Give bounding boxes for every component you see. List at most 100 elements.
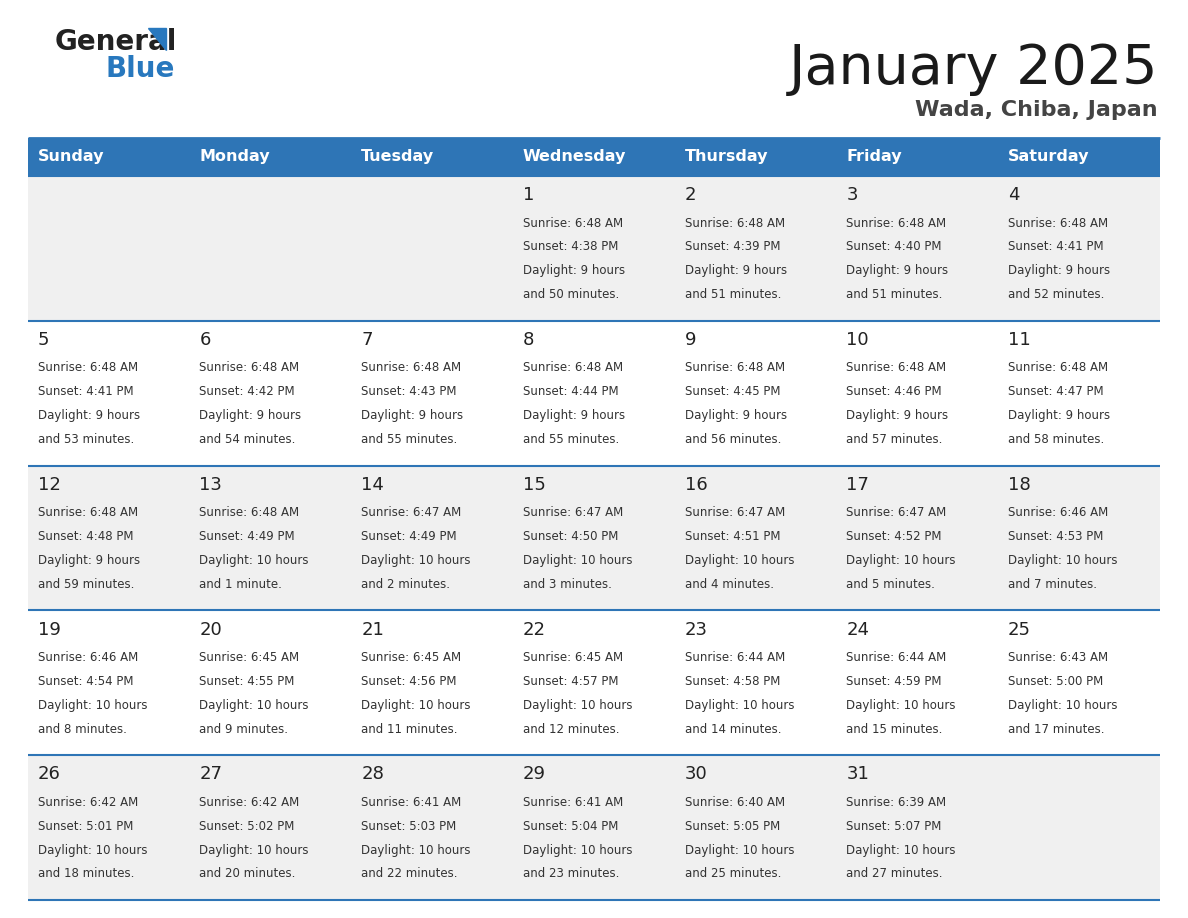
Text: and 27 minutes.: and 27 minutes.	[846, 868, 943, 880]
FancyBboxPatch shape	[29, 320, 1159, 465]
Text: and 25 minutes.: and 25 minutes.	[684, 868, 781, 880]
Text: and 54 minutes.: and 54 minutes.	[200, 433, 296, 446]
FancyBboxPatch shape	[836, 138, 998, 176]
Text: Daylight: 9 hours: Daylight: 9 hours	[523, 409, 625, 422]
Text: Sunrise: 6:41 AM: Sunrise: 6:41 AM	[361, 796, 461, 809]
Text: Sunset: 4:53 PM: Sunset: 4:53 PM	[1007, 530, 1104, 543]
Text: Wada, Chiba, Japan: Wada, Chiba, Japan	[916, 100, 1158, 120]
Text: Sunrise: 6:46 AM: Sunrise: 6:46 AM	[38, 651, 138, 664]
Text: Thursday: Thursday	[684, 150, 769, 164]
FancyBboxPatch shape	[352, 138, 513, 176]
Text: and 14 minutes.: and 14 minutes.	[684, 722, 781, 735]
Text: 19: 19	[38, 621, 61, 639]
Text: Daylight: 9 hours: Daylight: 9 hours	[846, 264, 948, 277]
Text: and 51 minutes.: and 51 minutes.	[846, 288, 942, 301]
Text: Sunrise: 6:47 AM: Sunrise: 6:47 AM	[523, 506, 623, 520]
Text: 17: 17	[846, 476, 870, 494]
Text: 20: 20	[200, 621, 222, 639]
Text: Sunset: 4:38 PM: Sunset: 4:38 PM	[523, 241, 618, 253]
Text: Sunrise: 6:42 AM: Sunrise: 6:42 AM	[38, 796, 138, 809]
Text: Daylight: 10 hours: Daylight: 10 hours	[523, 699, 632, 711]
Text: Sunrise: 6:44 AM: Sunrise: 6:44 AM	[684, 651, 785, 664]
Text: 9: 9	[684, 330, 696, 349]
Text: Daylight: 10 hours: Daylight: 10 hours	[38, 844, 147, 856]
Text: 18: 18	[1007, 476, 1031, 494]
Text: Sunrise: 6:47 AM: Sunrise: 6:47 AM	[846, 506, 947, 520]
Text: Monday: Monday	[200, 150, 270, 164]
Text: Daylight: 9 hours: Daylight: 9 hours	[684, 264, 786, 277]
Text: Daylight: 9 hours: Daylight: 9 hours	[1007, 264, 1110, 277]
Text: Saturday: Saturday	[1007, 150, 1089, 164]
FancyBboxPatch shape	[29, 610, 1159, 756]
Text: and 58 minutes.: and 58 minutes.	[1007, 433, 1104, 446]
Text: 16: 16	[684, 476, 707, 494]
Text: Sunset: 4:49 PM: Sunset: 4:49 PM	[200, 530, 295, 543]
Text: and 51 minutes.: and 51 minutes.	[684, 288, 781, 301]
Text: Sunset: 5:02 PM: Sunset: 5:02 PM	[200, 820, 295, 833]
Text: Sunset: 4:44 PM: Sunset: 4:44 PM	[523, 386, 619, 398]
Text: Sunrise: 6:48 AM: Sunrise: 6:48 AM	[1007, 217, 1108, 230]
Text: Daylight: 10 hours: Daylight: 10 hours	[200, 554, 309, 567]
Text: Daylight: 9 hours: Daylight: 9 hours	[38, 554, 140, 567]
Text: Sunrise: 6:45 AM: Sunrise: 6:45 AM	[200, 651, 299, 664]
Text: and 15 minutes.: and 15 minutes.	[846, 722, 942, 735]
Text: Sunset: 5:05 PM: Sunset: 5:05 PM	[684, 820, 779, 833]
Text: and 56 minutes.: and 56 minutes.	[684, 433, 781, 446]
FancyBboxPatch shape	[513, 138, 675, 176]
Text: Sunset: 4:39 PM: Sunset: 4:39 PM	[684, 241, 781, 253]
Text: 1: 1	[523, 186, 535, 204]
Text: and 53 minutes.: and 53 minutes.	[38, 433, 134, 446]
Text: and 5 minutes.: and 5 minutes.	[846, 577, 935, 591]
Text: Daylight: 10 hours: Daylight: 10 hours	[684, 699, 794, 711]
Text: Daylight: 10 hours: Daylight: 10 hours	[846, 554, 956, 567]
Text: Sunrise: 6:48 AM: Sunrise: 6:48 AM	[523, 362, 623, 375]
Text: Sunrise: 6:48 AM: Sunrise: 6:48 AM	[523, 217, 623, 230]
Text: Sunrise: 6:44 AM: Sunrise: 6:44 AM	[846, 651, 947, 664]
Text: Sunset: 4:45 PM: Sunset: 4:45 PM	[684, 386, 781, 398]
Text: Daylight: 9 hours: Daylight: 9 hours	[361, 409, 463, 422]
Text: 26: 26	[38, 766, 61, 783]
Text: Daylight: 10 hours: Daylight: 10 hours	[684, 554, 794, 567]
Text: 4: 4	[1007, 186, 1019, 204]
Text: 14: 14	[361, 476, 384, 494]
Text: 31: 31	[846, 766, 870, 783]
Text: and 2 minutes.: and 2 minutes.	[361, 577, 450, 591]
Text: Sunset: 4:57 PM: Sunset: 4:57 PM	[523, 675, 618, 688]
Text: Sunset: 4:43 PM: Sunset: 4:43 PM	[361, 386, 456, 398]
FancyBboxPatch shape	[675, 138, 836, 176]
Text: Sunrise: 6:41 AM: Sunrise: 6:41 AM	[523, 796, 623, 809]
Text: Sunrise: 6:48 AM: Sunrise: 6:48 AM	[361, 362, 461, 375]
Text: Daylight: 10 hours: Daylight: 10 hours	[200, 699, 309, 711]
Text: General: General	[55, 28, 177, 56]
Text: Sunrise: 6:47 AM: Sunrise: 6:47 AM	[361, 506, 461, 520]
Text: Daylight: 9 hours: Daylight: 9 hours	[684, 409, 786, 422]
Text: Sunrise: 6:47 AM: Sunrise: 6:47 AM	[684, 506, 785, 520]
Text: Sunset: 4:48 PM: Sunset: 4:48 PM	[38, 530, 133, 543]
Text: 5: 5	[38, 330, 49, 349]
Text: Friday: Friday	[846, 150, 902, 164]
Text: 13: 13	[200, 476, 222, 494]
Text: Daylight: 10 hours: Daylight: 10 hours	[200, 844, 309, 856]
Text: Sunday: Sunday	[38, 150, 105, 164]
Text: 28: 28	[361, 766, 384, 783]
Text: 24: 24	[846, 621, 870, 639]
Text: and 52 minutes.: and 52 minutes.	[1007, 288, 1105, 301]
Text: Sunset: 4:42 PM: Sunset: 4:42 PM	[200, 386, 295, 398]
Text: and 8 minutes.: and 8 minutes.	[38, 722, 127, 735]
Text: Daylight: 10 hours: Daylight: 10 hours	[523, 554, 632, 567]
Text: and 12 minutes.: and 12 minutes.	[523, 722, 619, 735]
Text: Daylight: 10 hours: Daylight: 10 hours	[361, 844, 470, 856]
Text: Tuesday: Tuesday	[361, 150, 435, 164]
Text: 6: 6	[200, 330, 210, 349]
Text: and 11 minutes.: and 11 minutes.	[361, 722, 457, 735]
FancyBboxPatch shape	[29, 465, 1159, 610]
Text: 8: 8	[523, 330, 535, 349]
Text: 21: 21	[361, 621, 384, 639]
Text: Sunrise: 6:42 AM: Sunrise: 6:42 AM	[200, 796, 299, 809]
Text: Sunrise: 6:48 AM: Sunrise: 6:48 AM	[200, 506, 299, 520]
Text: Sunrise: 6:48 AM: Sunrise: 6:48 AM	[684, 217, 785, 230]
Text: Sunrise: 6:48 AM: Sunrise: 6:48 AM	[846, 217, 947, 230]
FancyBboxPatch shape	[190, 138, 352, 176]
Text: and 50 minutes.: and 50 minutes.	[523, 288, 619, 301]
Text: Sunset: 5:01 PM: Sunset: 5:01 PM	[38, 820, 133, 833]
